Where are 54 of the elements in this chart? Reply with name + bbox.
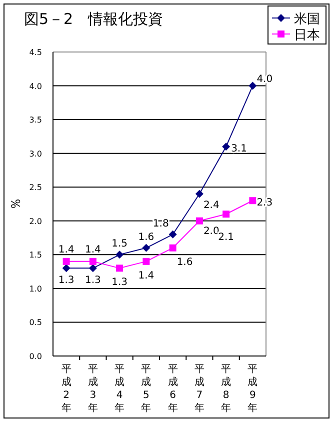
y-tick-label: 3.0 xyxy=(29,149,42,158)
data-label: 1.3 xyxy=(58,275,74,286)
point xyxy=(116,250,124,259)
point xyxy=(89,258,96,265)
data-label: 1.4 xyxy=(138,270,154,282)
x-tick-label: 平成8年 xyxy=(221,364,232,414)
point xyxy=(62,264,70,272)
y-tick-label: 2.0 xyxy=(29,216,42,226)
y-tick-label: 1.5 xyxy=(29,250,42,260)
point xyxy=(62,258,70,265)
data-label: 2.1 xyxy=(218,232,234,244)
point xyxy=(196,217,203,224)
y-tick-label: 0.5 xyxy=(29,318,42,328)
data-label: 1.3 xyxy=(84,275,101,286)
y-tick-label: 1.0 xyxy=(29,284,42,294)
x-tick-label: 平成9年 xyxy=(248,364,258,414)
y-tick-label: 4.5 xyxy=(29,48,42,57)
y-tick-label: 3.5 xyxy=(29,116,42,125)
x-tick-label: 平成6年 xyxy=(168,364,178,414)
data-label: 1.4 xyxy=(84,244,101,256)
data-label: 1.8 xyxy=(152,218,169,230)
point xyxy=(195,190,204,198)
data-label: 2.0 xyxy=(203,226,220,237)
point xyxy=(248,82,257,90)
y-axis-title: ％ xyxy=(9,198,24,210)
data-label: 1.4 xyxy=(58,244,74,256)
point xyxy=(169,244,176,252)
data-label: 1.6 xyxy=(138,232,154,243)
point xyxy=(249,197,256,204)
x-tick-label: 平成7年 xyxy=(194,364,204,414)
point xyxy=(222,210,230,218)
point xyxy=(116,264,124,272)
point xyxy=(88,264,97,272)
chart-title: 図5－2 情報化投資 xyxy=(24,10,164,28)
x-tick-label: 平成5年 xyxy=(141,364,152,414)
data-label: 2.4 xyxy=(203,200,220,211)
data-label: 3.1 xyxy=(231,144,247,155)
legend-label: 米国 xyxy=(294,12,320,27)
data-label: 4.0 xyxy=(256,74,273,85)
point xyxy=(142,258,150,265)
y-tick-label: 4.0 xyxy=(29,82,42,91)
x-tick-label: 平成3年 xyxy=(88,364,98,414)
point xyxy=(142,244,150,252)
data-label: 1.5 xyxy=(112,238,128,250)
legend-label: 日本 xyxy=(294,28,320,43)
data-label: 1.6 xyxy=(176,256,193,268)
x-tick-label: 平成4年 xyxy=(114,364,125,414)
point xyxy=(168,230,177,238)
point xyxy=(222,142,230,151)
y-tick-label: 2.5 xyxy=(29,183,42,192)
data-label: 2.3 xyxy=(256,198,273,209)
data-label: 1.3 xyxy=(112,277,128,288)
y-tick-label: 0.0 xyxy=(29,352,42,361)
x-tick-label: 平成2年 xyxy=(61,364,72,414)
